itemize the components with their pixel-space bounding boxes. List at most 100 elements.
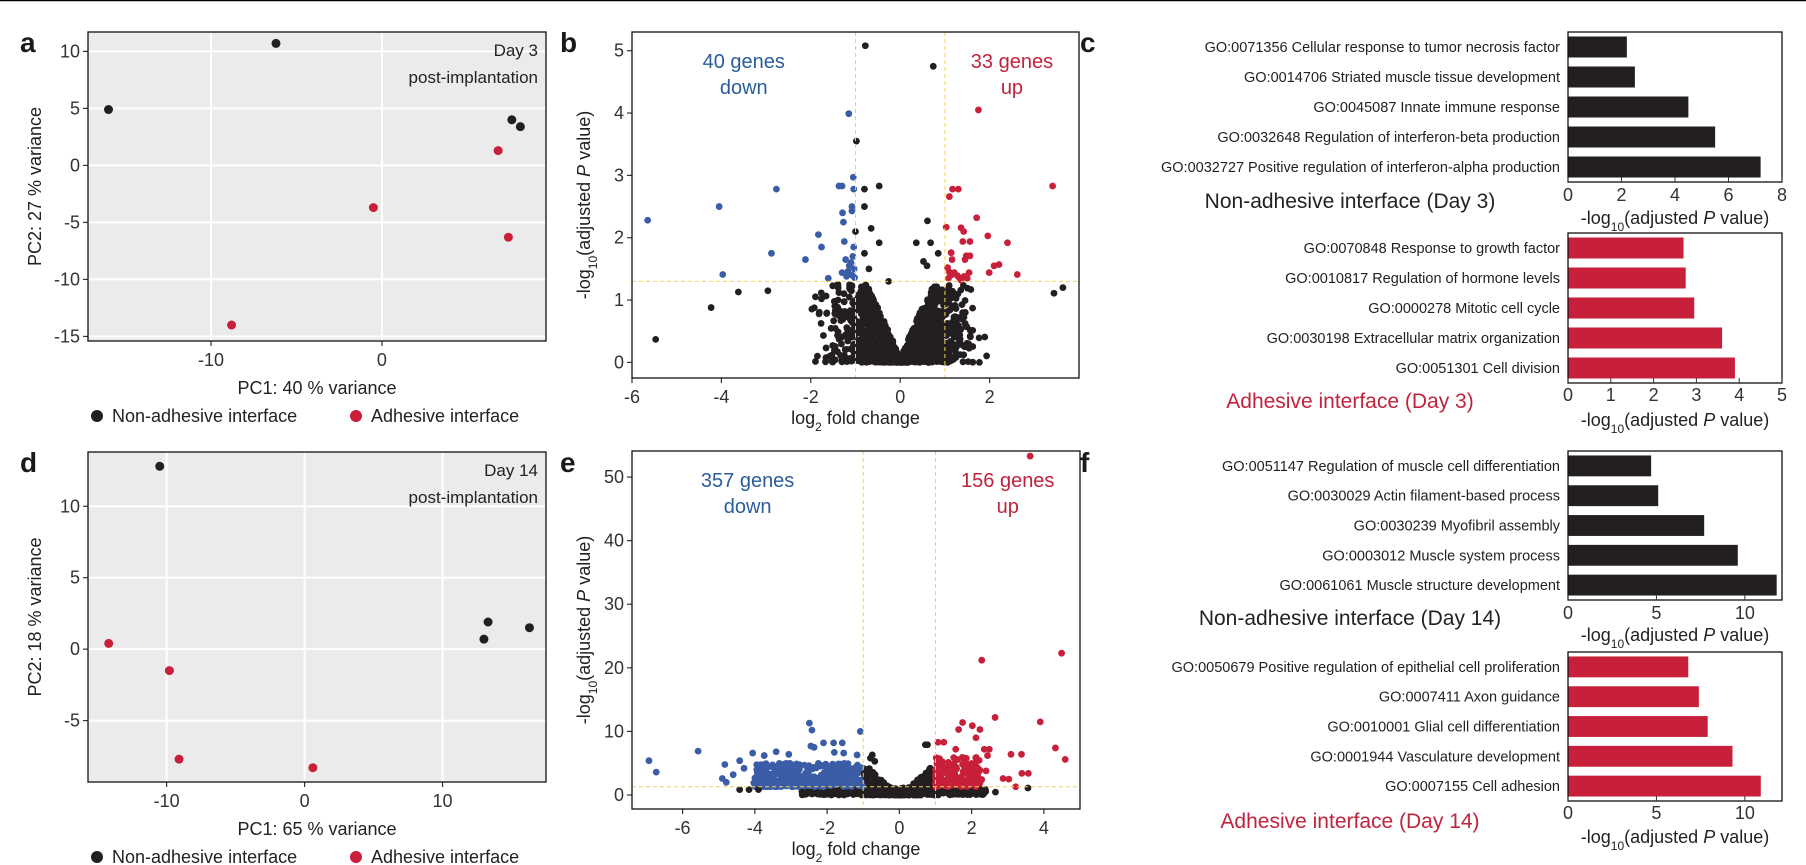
genes-down-count: 40 genes <box>703 51 785 73</box>
point-not-significant <box>755 786 762 794</box>
point-not-significant <box>939 787 947 795</box>
x-tick-label: -4 <box>713 387 729 407</box>
point-up <box>959 238 967 245</box>
point-down <box>715 203 723 210</box>
point-not-significant <box>958 301 966 309</box>
go-term-label: GO:0010001 Glial cell differentiation <box>1327 720 1560 736</box>
bar <box>1568 357 1735 379</box>
y-tick-label: 20 <box>604 658 624 678</box>
point-down <box>849 779 856 787</box>
point-down <box>848 773 856 781</box>
x-axis-label: PC1: 65 % variance <box>237 819 396 839</box>
point-down <box>830 749 838 756</box>
point-up <box>1049 182 1057 190</box>
point-not-significant <box>819 332 827 339</box>
point-up <box>934 738 942 746</box>
point-up <box>952 745 960 753</box>
point-not-significant <box>861 319 869 326</box>
axis-label-part: P <box>1703 827 1715 847</box>
x-tick-label: 10 <box>1735 803 1755 823</box>
point-not-significant <box>955 314 963 321</box>
legend-dot-non-adhesive <box>91 410 103 422</box>
point-not-significant <box>933 289 941 296</box>
point-up <box>961 256 969 263</box>
point-adhesive <box>368 203 378 213</box>
point-not-significant <box>861 203 868 210</box>
axis-label-part: value) <box>1715 208 1769 228</box>
axis-label-part: 10 <box>586 256 600 270</box>
point-not-significant <box>652 335 660 343</box>
point-not-significant <box>847 345 854 353</box>
point-not-significant <box>951 302 959 309</box>
point-down <box>824 274 832 282</box>
point-up <box>953 765 961 773</box>
legend-label-adhesive: Adhesive interface <box>371 406 519 426</box>
point-up <box>1004 239 1011 247</box>
x-tick-label: -2 <box>803 387 819 407</box>
point-up <box>985 745 993 753</box>
point-up <box>959 719 966 726</box>
go-term-label: GO:0007155 Cell adhesion <box>1385 779 1560 795</box>
axis-label-part: (adjusted <box>1624 410 1703 430</box>
axis-label-part: (adjusted <box>1624 827 1703 847</box>
point-not-significant <box>941 350 949 357</box>
point-up <box>949 185 956 193</box>
y-tick-label: 0 <box>70 639 80 659</box>
point-not-significant <box>831 298 839 305</box>
point-not-significant <box>908 339 916 347</box>
point-down <box>786 771 794 779</box>
point-not-significant <box>869 295 877 303</box>
point-not-significant <box>745 786 753 794</box>
panel-d: d -10 0 10 -5 0 5 10 Day 14 post-implantation PC1:… <box>20 447 547 865</box>
panel-label: d <box>20 447 37 478</box>
axis-label-part: log <box>791 408 815 428</box>
point-not-significant <box>864 302 871 310</box>
axis-label-part: value) <box>1715 827 1769 847</box>
point-down <box>808 726 816 734</box>
point-not-significant <box>884 326 892 334</box>
point-down <box>819 762 827 770</box>
point-up <box>1026 452 1034 460</box>
point-up <box>978 656 986 664</box>
y-tick-label: 50 <box>604 467 624 487</box>
x-tick-label: 0 <box>377 350 387 370</box>
plot-frame <box>631 31 1080 379</box>
point-down <box>834 762 842 770</box>
point-down <box>850 185 858 193</box>
go-term-label: GO:0050679 Positive regulation of epithe… <box>1171 660 1560 676</box>
point-down <box>843 272 850 280</box>
axis-label-part: value) <box>1715 410 1769 430</box>
go-term-label: GO:0051147 Regulation of muscle cell dif… <box>1222 459 1560 475</box>
point-not-significant <box>852 137 860 145</box>
genes-down-count: 357 genes <box>701 470 794 492</box>
point-not-significant <box>817 320 825 327</box>
x-axis-label: -log10(adjusted P value) <box>1581 827 1769 853</box>
point-not-significant <box>810 304 818 312</box>
point-up <box>955 274 963 282</box>
point-not-significant <box>885 277 892 285</box>
point-non-adhesive <box>104 105 114 115</box>
point-not-significant <box>875 239 883 247</box>
axis-label-part: 10 <box>586 681 600 695</box>
axis-label-part: 10 <box>1611 637 1625 651</box>
point-up <box>1018 750 1025 758</box>
point-not-significant <box>861 42 869 50</box>
point-not-significant <box>935 333 943 341</box>
bar-chart-adhesive: GO:0050679 Positive regulation of epithe… <box>1171 651 1783 853</box>
point-not-significant <box>934 249 942 257</box>
point-not-significant <box>930 302 938 309</box>
point-not-significant <box>841 346 849 354</box>
point-down <box>840 238 848 245</box>
point-not-significant <box>940 290 948 298</box>
point-up <box>945 193 953 200</box>
genes-down-label: down <box>724 496 772 518</box>
point-not-significant <box>983 352 991 360</box>
plot-area <box>88 32 546 341</box>
bar <box>1568 237 1684 259</box>
bar <box>1568 485 1659 507</box>
point-down <box>839 209 846 217</box>
point-adhesive <box>503 232 513 242</box>
x-axis-label: log2 fold change <box>792 839 921 865</box>
x-tick-label: 5 <box>1651 803 1661 823</box>
point-not-significant <box>967 286 975 293</box>
